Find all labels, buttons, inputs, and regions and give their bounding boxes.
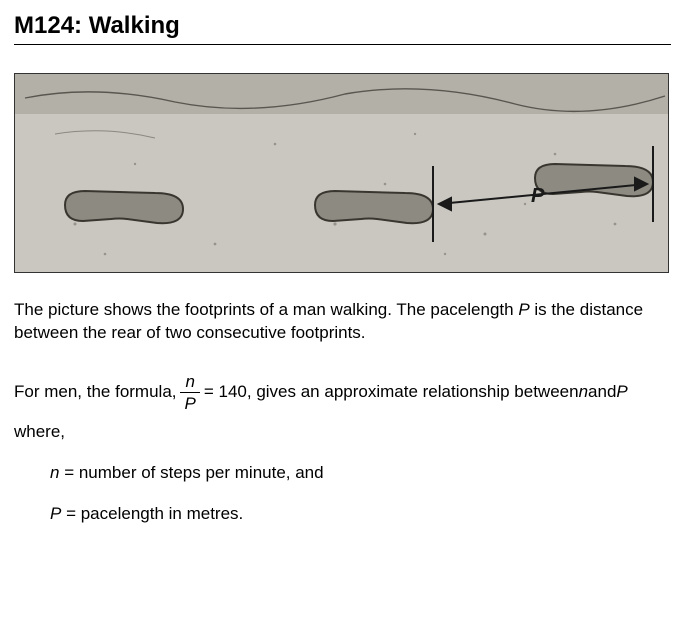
footprint-2 (315, 191, 433, 223)
para2-text-a: For men, the formula, (14, 381, 177, 404)
para2-and: and (588, 381, 616, 404)
intro-paragraph: The picture shows the footprints of a ma… (14, 299, 671, 345)
fraction-n-over-P: n P (180, 373, 201, 412)
footprints-svg: P (15, 74, 669, 273)
para2-text-b: , gives an approximate relationship betw… (247, 381, 579, 404)
def-P-text: = pacelength in metres. (61, 504, 243, 523)
definition-list: n = number of steps per minute, and P = … (14, 462, 671, 526)
fraction-denominator: P (180, 393, 201, 412)
footprints-figure: P (14, 73, 669, 273)
para2-var-n: n (579, 381, 588, 404)
formula-paragraph: For men, the formula, n P = 140 , gives … (14, 373, 671, 412)
fraction-numerator: n (180, 373, 199, 393)
definition-n: n = number of steps per minute, and (50, 462, 671, 485)
para1-var-P: P (518, 300, 529, 319)
para2-eq: = 140 (204, 381, 247, 404)
para2-var-P: P (616, 381, 627, 404)
where-label: where, (14, 422, 671, 442)
page-title: M124: Walking (14, 12, 671, 45)
footprint-1 (65, 191, 183, 223)
pace-label-P: P (531, 185, 545, 207)
def-P-var: P (50, 504, 61, 523)
def-n-text: = number of steps per minute, and (59, 463, 323, 482)
definition-P: P = pacelength in metres. (50, 503, 671, 526)
para1-text-a: The picture shows the footprints of a ma… (14, 300, 518, 319)
